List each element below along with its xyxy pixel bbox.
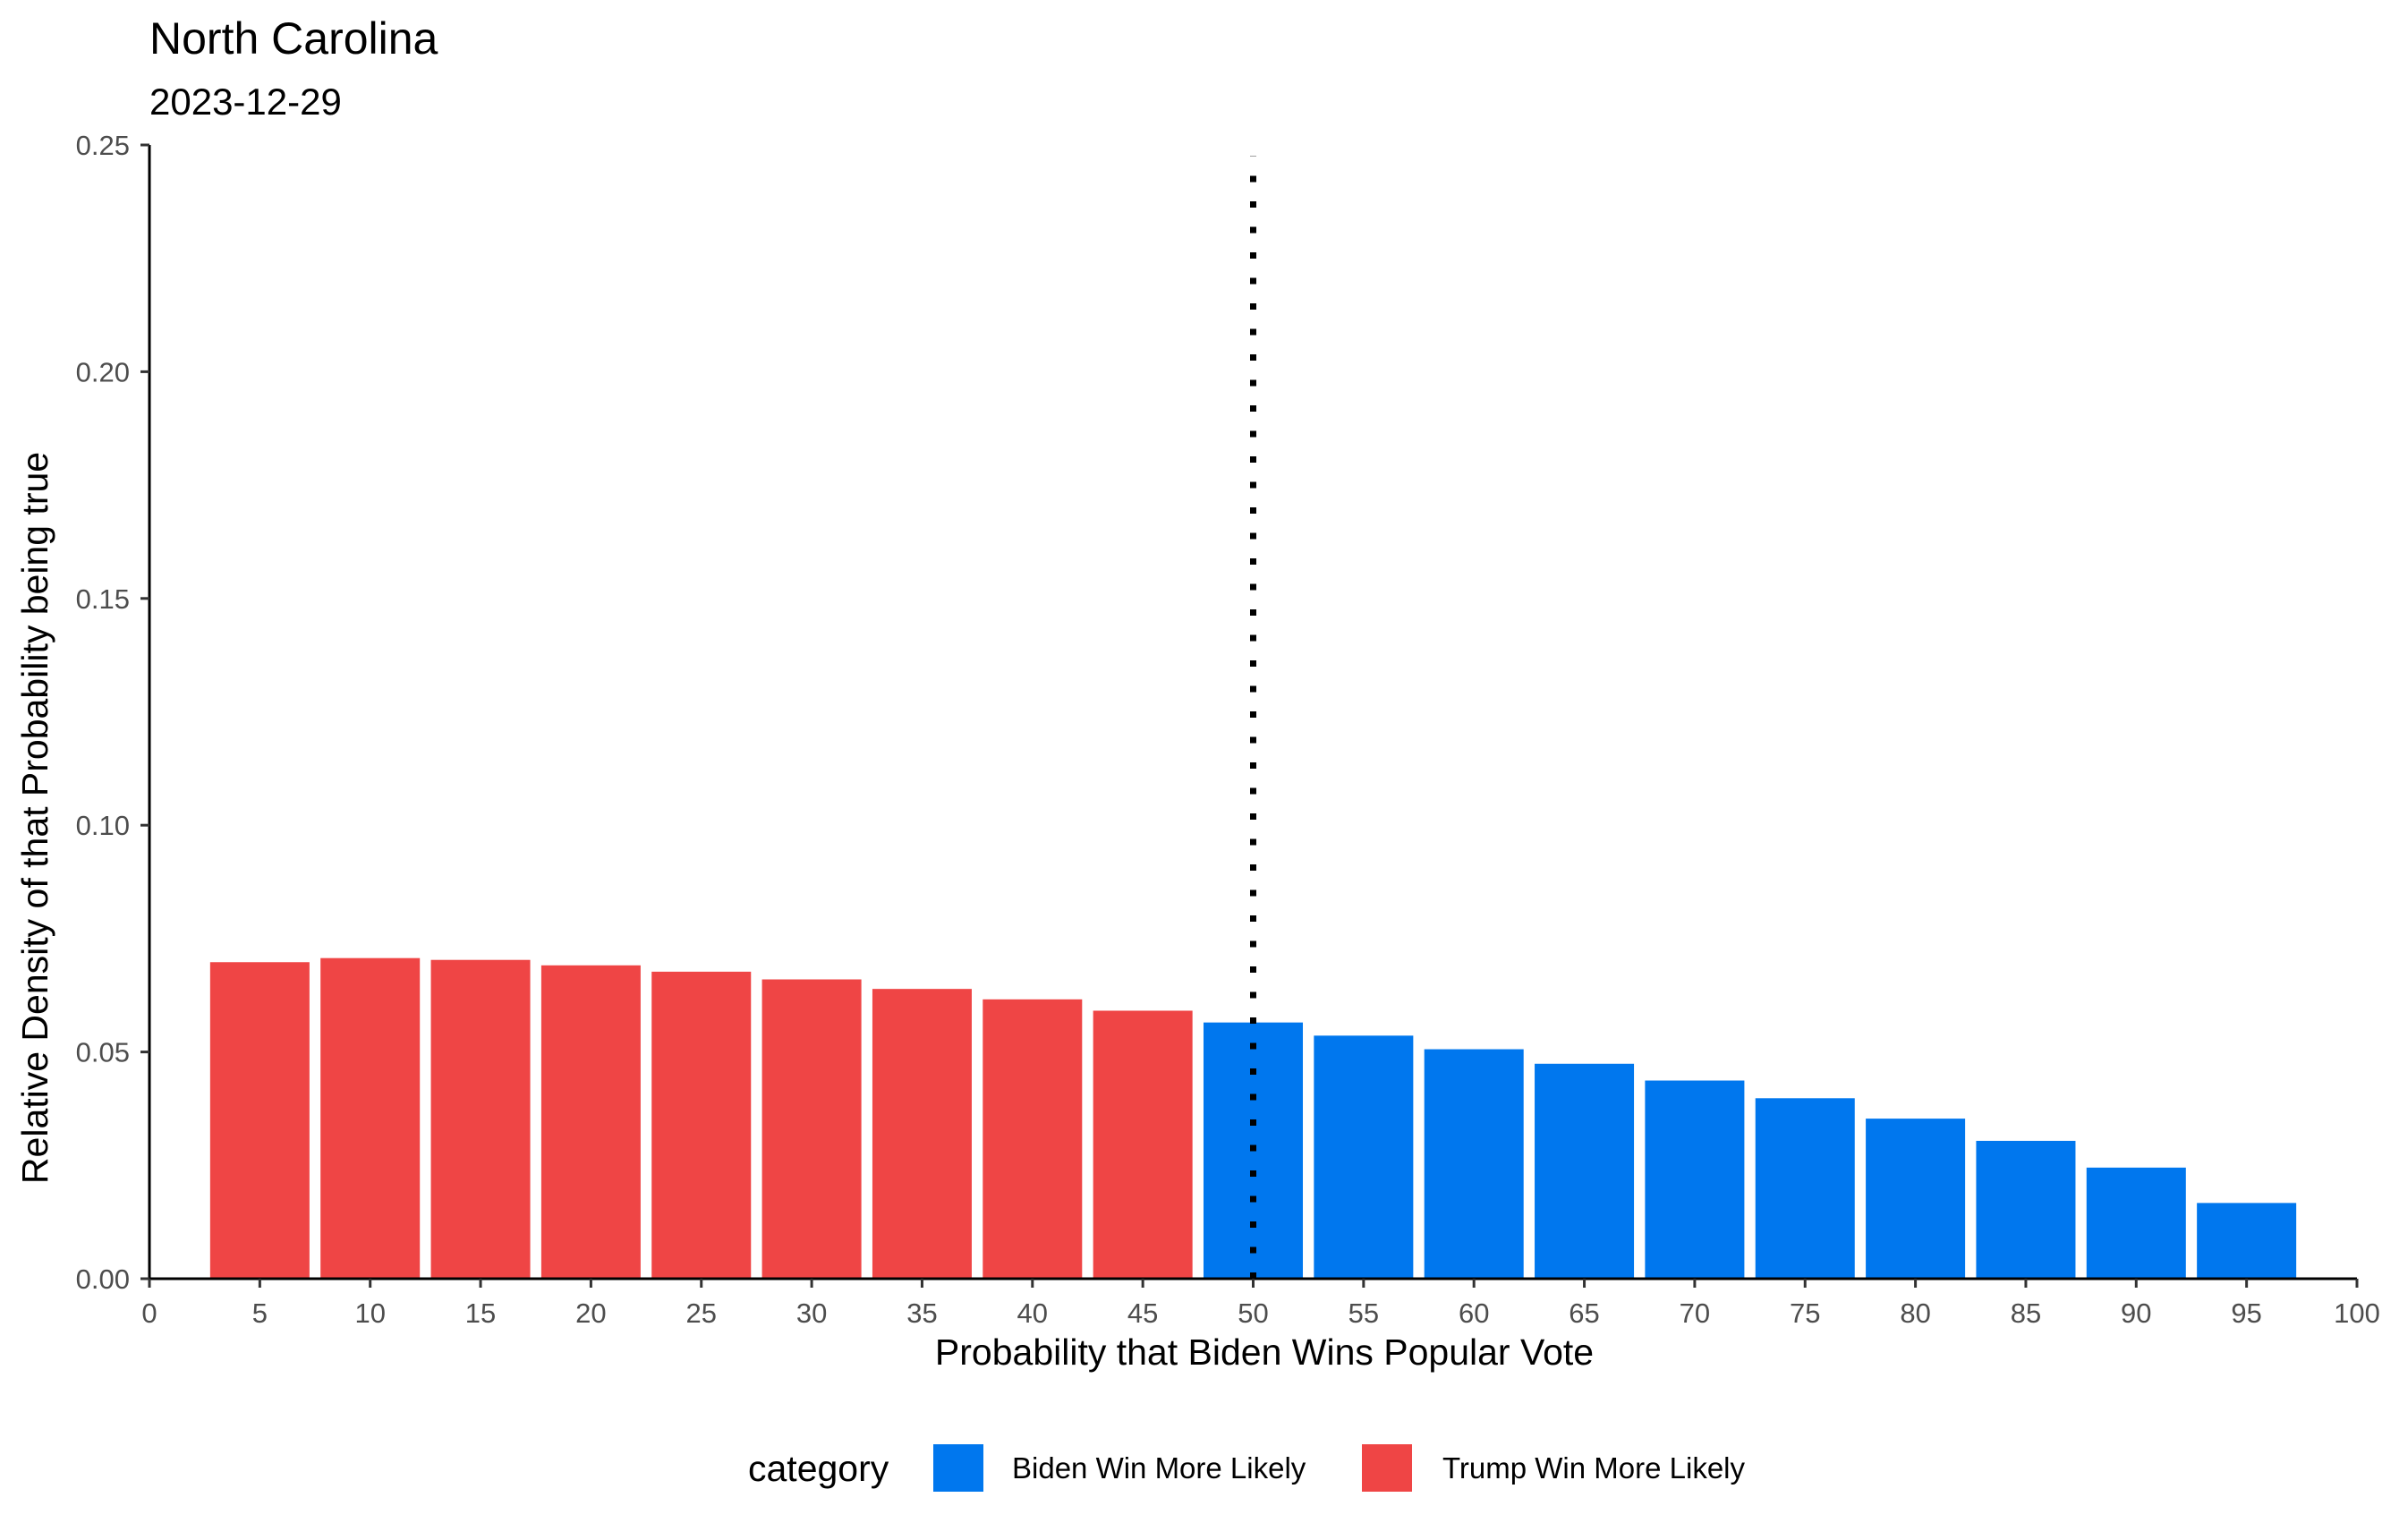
x-tick-label-20: 20	[575, 1298, 606, 1329]
y-tick-label-0.05: 0.05	[76, 1037, 130, 1068]
x-tick-label-40: 40	[1017, 1298, 1048, 1329]
bar-35	[872, 989, 972, 1279]
legend-label-0: Biden Win More Likely	[1012, 1451, 1306, 1485]
legend-key-1	[1362, 1444, 1412, 1492]
legend-title: category	[748, 1448, 889, 1489]
x-tick-label-10: 10	[354, 1298, 385, 1329]
bar-15	[430, 959, 531, 1279]
x-tick-label-100: 100	[2334, 1298, 2380, 1329]
x-tick-label-25: 25	[686, 1298, 717, 1329]
bar-45	[1093, 1010, 1193, 1279]
axes-group: 0 5 10 15 20 25 30 35 40 45 50 55 60 65 70 75 80 85 90 95 10…	[76, 130, 2380, 1329]
bar-80	[1866, 1119, 1966, 1279]
y-tick-label-0.10: 0.10	[76, 810, 130, 841]
legend-label-1: Trump Win More Likely	[1442, 1451, 1746, 1485]
x-tick-label-0: 0	[141, 1298, 157, 1329]
bars-group	[209, 957, 2297, 1279]
x-axis-title: Probability that Biden Wins Popular Vote	[935, 1332, 1594, 1373]
x-tick-label-90: 90	[2121, 1298, 2151, 1329]
y-axis-title: Relative Density of that Probability bei…	[14, 452, 55, 1184]
chart-title: North Carolina	[149, 13, 438, 64]
y-tick-label-0.20: 0.20	[76, 356, 130, 387]
x-tick-label-55: 55	[1348, 1298, 1379, 1329]
y-tick-label-0.25: 0.25	[76, 130, 130, 161]
bar-65	[1535, 1063, 1635, 1279]
bar-60	[1424, 1049, 1524, 1279]
x-tick-label-85: 85	[2011, 1298, 2041, 1329]
bar-85	[1976, 1140, 2076, 1279]
bar-75	[1755, 1098, 1855, 1279]
x-tick-label-35: 35	[906, 1298, 937, 1329]
bar-30	[761, 979, 862, 1279]
x-tick-label-50: 50	[1238, 1298, 1268, 1329]
legend: category Biden Win More Likely Trump Win M…	[748, 1444, 1746, 1492]
bar-55	[1314, 1035, 1414, 1279]
x-tick-label-5: 5	[252, 1298, 268, 1329]
bar-10	[320, 957, 421, 1279]
bar-95	[2197, 1203, 2297, 1279]
bar-70	[1645, 1080, 1745, 1279]
y-tick-label-0.00: 0.00	[76, 1263, 130, 1295]
bar-20	[540, 965, 641, 1279]
legend-key-0	[933, 1444, 983, 1492]
bar-5	[209, 962, 310, 1279]
x-tick-label-70: 70	[1680, 1298, 1710, 1329]
x-tick-label-80: 80	[1900, 1298, 1930, 1329]
x-tick-label-15: 15	[465, 1298, 496, 1329]
y-tick-label-0.15: 0.15	[76, 583, 130, 615]
x-tick-label-65: 65	[1569, 1298, 1599, 1329]
x-tick-label-60: 60	[1459, 1298, 1489, 1329]
x-tick-label-75: 75	[1790, 1298, 1820, 1329]
bar-25	[651, 971, 752, 1279]
bar-90	[2086, 1167, 2186, 1279]
x-tick-label-95: 95	[2231, 1298, 2261, 1329]
x-tick-label-45: 45	[1127, 1298, 1158, 1329]
chart-subtitle: 2023-12-29	[149, 81, 342, 123]
bar-40	[983, 999, 1083, 1279]
x-tick-label-30: 30	[796, 1298, 827, 1329]
